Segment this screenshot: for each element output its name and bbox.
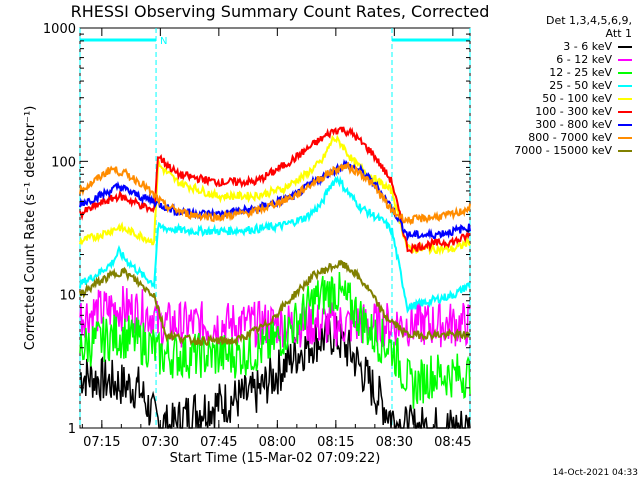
y-tick-label: 1000 [43, 22, 76, 37]
x-tick-label: 07:30 [142, 435, 179, 450]
legend-item: 800 - 7000 keV [514, 131, 632, 144]
legend-swatch [618, 84, 632, 87]
legend-item: 12 - 25 keV [514, 66, 632, 79]
legend-swatch [618, 45, 632, 48]
legend-item: 100 - 300 keV [514, 105, 632, 118]
legend-label: 100 - 300 keV [535, 105, 612, 118]
y-tick-label: 100 [51, 155, 76, 170]
series-line-12-25-kev [79, 271, 471, 409]
annotation-label: N [160, 36, 167, 47]
legend-label: 50 - 100 keV [542, 92, 612, 105]
legend: Det 1,3,4,5,6,9, Att 1 3 - 6 keV 6 - 12 k… [514, 14, 632, 157]
legend-item: 3 - 6 keV [514, 40, 632, 53]
footer-timestamp: 14-Oct-2021 04:33 [552, 468, 638, 478]
legend-item: 300 - 800 keV [514, 118, 632, 131]
x-tick-label: 07:45 [200, 435, 237, 450]
x-tick-label: 07:15 [83, 435, 120, 450]
legend-swatch [618, 149, 632, 152]
series-line-300-800-kev [79, 158, 471, 242]
legend-label: 7000 - 15000 keV [514, 144, 612, 157]
legend-header-attenuator: Att 1 [605, 27, 632, 40]
legend-swatch [618, 97, 632, 100]
series-line-7000-15000-kev [79, 259, 471, 347]
legend-item: 6 - 12 keV [514, 53, 632, 66]
series-line-25-50-kev [79, 175, 471, 314]
legend-header-detectors: Det 1,3,4,5,6,9, [545, 14, 632, 27]
legend-swatch [618, 110, 632, 113]
x-tick-label: 08:45 [434, 435, 471, 450]
series-line-800-7000-kev [79, 161, 471, 226]
legend-swatch [618, 58, 632, 61]
legend-item: 50 - 100 keV [514, 92, 632, 105]
legend-item: 25 - 50 keV [514, 79, 632, 92]
legend-swatch [618, 136, 632, 139]
legend-label: 300 - 800 keV [535, 118, 612, 131]
legend-item: 7000 - 15000 keV [514, 144, 632, 157]
legend-swatch [618, 71, 632, 74]
chart-title: RHESSI Observing Summary Count Rates, Co… [70, 2, 490, 21]
y-tick-label: 10 [59, 289, 76, 304]
legend-swatch [618, 123, 632, 126]
legend-label: 3 - 6 keV [563, 40, 612, 53]
x-tick-label: 08:15 [317, 435, 354, 450]
series-line-3-6-kev [79, 315, 471, 430]
x-tick-label: 08:00 [259, 435, 296, 450]
x-tick-label: 08:30 [376, 435, 413, 450]
x-axis-label: Start Time (15-Mar-02 07:09:22) [170, 451, 381, 466]
legend-label: 800 - 7000 keV [528, 131, 612, 144]
legend-label: 12 - 25 keV [549, 66, 612, 79]
series-line-100-300-kev [79, 126, 471, 255]
y-tick-label: 1 [68, 422, 76, 437]
legend-label: 6 - 12 keV [556, 53, 612, 66]
y-axis-label: Corrected Count Rate (s⁻¹ detector⁻¹) [23, 106, 38, 351]
legend-label: 25 - 50 keV [549, 79, 612, 92]
